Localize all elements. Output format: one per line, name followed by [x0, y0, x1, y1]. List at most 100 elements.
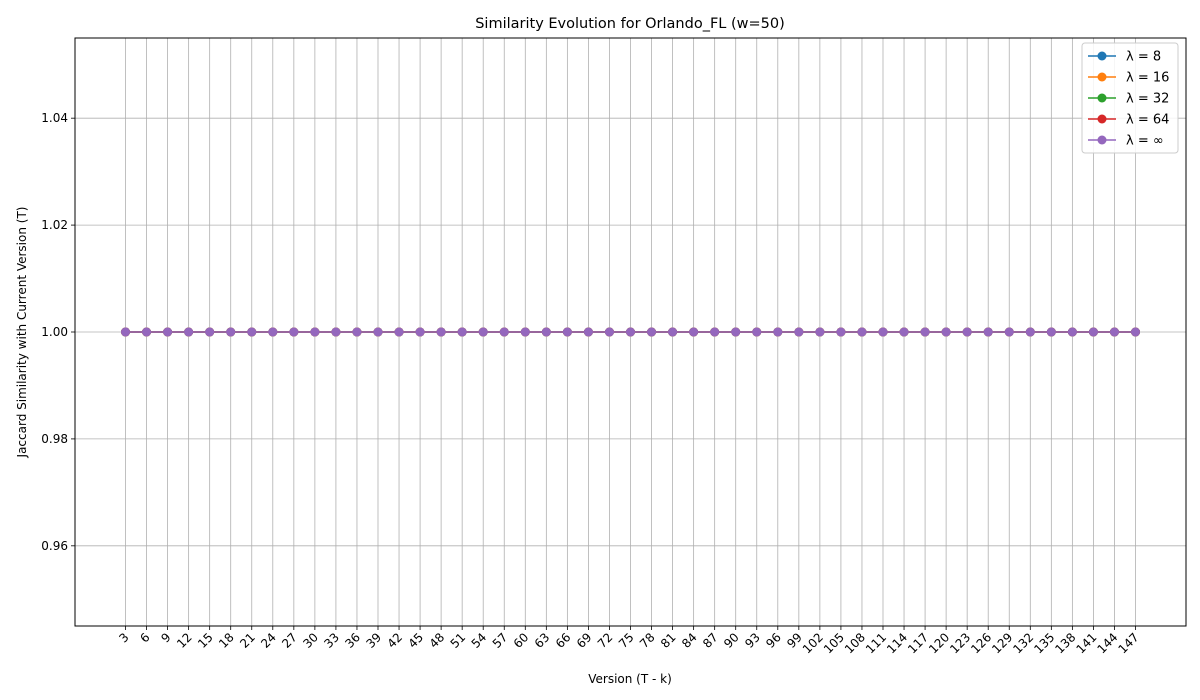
legend-label: λ = 8: [1126, 50, 1161, 65]
series-5: [121, 327, 1140, 337]
y-tick-label: 1.00: [41, 325, 68, 339]
data-point: [184, 327, 194, 337]
data-point: [436, 327, 446, 337]
x-tick-label: 12: [174, 630, 195, 651]
y-ticks: 0.96 0.98 1.00 1.02 1.04: [41, 111, 75, 553]
data-point: [121, 327, 130, 337]
x-tick-label: 138: [1052, 630, 1078, 656]
x-tick-label: 30: [300, 630, 321, 651]
data-point: [857, 327, 867, 337]
x-tick-label: 6: [137, 630, 152, 645]
x-tick-label: 114: [884, 630, 910, 656]
x-tick-label: 66: [553, 630, 574, 651]
legend-label: λ = 64: [1126, 113, 1169, 128]
x-tick-label: 81: [658, 630, 679, 651]
data-point: [310, 327, 320, 337]
x-tick-label: 120: [926, 630, 952, 656]
x-tick-label: 105: [821, 630, 847, 656]
y-axis-label: Jaccard Similarity with Current Version …: [15, 207, 29, 459]
legend-label: λ = 16: [1126, 71, 1169, 86]
legend-label: λ = 32: [1126, 92, 1169, 107]
x-tick-label: 60: [511, 630, 532, 651]
x-tick-label: 57: [490, 630, 511, 651]
x-tick-label: 132: [1010, 630, 1036, 656]
data-point: [731, 327, 741, 337]
legend: λ = 8 λ = 16 λ = 32 λ = 64 λ = ∞: [1081, 42, 1179, 154]
x-tick-label: 141: [1073, 630, 1099, 656]
data-point: [247, 327, 257, 337]
x-tick-label: 36: [342, 630, 363, 651]
legend-marker: [1097, 114, 1107, 124]
data-point: [163, 327, 173, 337]
x-tick-label: 144: [1094, 630, 1120, 656]
x-tick-label: 123: [947, 630, 973, 656]
x-tick-label: 126: [968, 630, 994, 656]
x-tick-label: 24: [258, 630, 279, 651]
data-point: [541, 327, 551, 337]
y-tick-label: 0.96: [41, 539, 68, 553]
x-tick-label: 87: [700, 630, 721, 651]
data-point: [920, 327, 930, 337]
data-point: [941, 327, 951, 337]
data-point: [1025, 327, 1035, 337]
data-point: [289, 327, 299, 337]
x-tick-label: 90: [721, 630, 742, 651]
x-tick-label: 69: [574, 630, 595, 651]
data-point: [626, 327, 635, 337]
x-tick-label: 42: [384, 630, 405, 651]
x-tick-label: 75: [616, 630, 637, 651]
data-point: [1131, 327, 1140, 337]
x-tick-label: 108: [842, 630, 868, 656]
data-point: [226, 327, 236, 337]
data-point: [689, 327, 699, 337]
data-point: [1109, 327, 1119, 337]
x-ticks: 3 6 9 12 15 18 21 24 27 30 33 36 39 42 45 48 51 54 57 60 63 6…: [116, 626, 1142, 656]
data-point: [878, 327, 888, 337]
data-point: [583, 327, 593, 337]
x-tick-label: 15: [195, 630, 216, 651]
data-point: [268, 327, 278, 337]
data-point: [205, 327, 215, 337]
y-tick-label: 0.98: [41, 432, 68, 446]
x-tick-label: 9: [158, 630, 173, 645]
x-tick-label: 78: [637, 630, 658, 651]
legend-marker: [1097, 72, 1107, 82]
data-point: [331, 327, 341, 337]
data-point: [142, 327, 152, 337]
legend-marker: [1097, 51, 1107, 61]
data-point: [394, 327, 404, 337]
x-tick-label: 39: [363, 630, 384, 651]
data-point: [773, 327, 783, 337]
data-point: [415, 327, 425, 337]
data-point: [499, 327, 509, 337]
data-point: [836, 327, 846, 337]
data-point: [352, 327, 362, 337]
data-point: [1004, 327, 1014, 337]
data-point: [815, 327, 825, 337]
y-tick-label: 1.04: [41, 111, 68, 125]
legend-marker: [1097, 93, 1107, 103]
x-tick-label: 84: [679, 630, 700, 651]
x-tick-label: 45: [405, 630, 426, 651]
x-tick-label: 93: [742, 630, 763, 651]
chart-title: Similarity Evolution for Orlando_FL (w=5…: [475, 16, 785, 32]
x-tick-label: 18: [216, 630, 237, 651]
data-point: [1067, 327, 1077, 337]
data-point: [647, 327, 657, 337]
x-tick-label: 33: [321, 630, 342, 651]
data-point: [520, 327, 530, 337]
data-point: [457, 327, 467, 337]
x-tick-label: 51: [448, 630, 469, 651]
data-point: [983, 327, 993, 337]
x-tick-label: 111: [863, 630, 889, 656]
legend-frame: [1081, 42, 1179, 154]
x-tick-label: 72: [595, 630, 616, 651]
x-tick-label: 54: [469, 630, 490, 651]
data-point: [710, 327, 720, 337]
x-tick-label: 3: [116, 630, 131, 645]
legend-marker: [1097, 135, 1107, 145]
x-tick-label: 117: [905, 630, 931, 656]
y-tick-label: 1.02: [41, 218, 68, 232]
data-point: [604, 327, 614, 337]
